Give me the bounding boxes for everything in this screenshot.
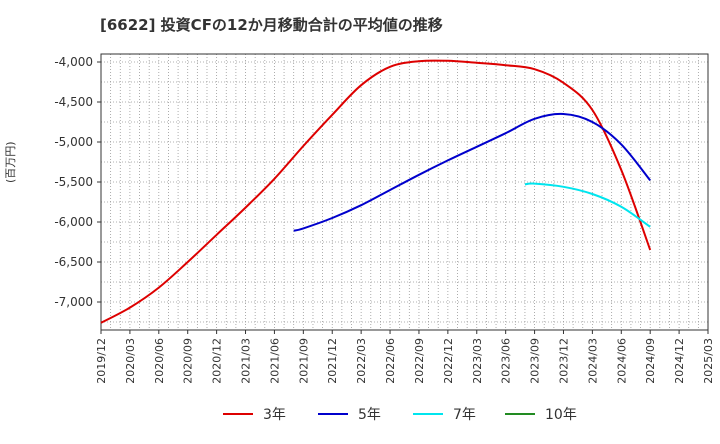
x-tick-label: 2021/12: [326, 338, 339, 384]
series-line-2: [293, 112, 651, 232]
y-tick-label: -4,000: [54, 55, 93, 69]
x-tick-label: 2021/09: [297, 338, 310, 384]
x-tick-label: 2022/09: [413, 338, 426, 384]
y-tick-label: -6,000: [54, 215, 93, 229]
x-tick-label: 2024/09: [644, 338, 657, 384]
x-tick-label: 2020/09: [182, 338, 195, 384]
legend-label: 3年: [263, 407, 286, 423]
x-tick-label: 2023/03: [471, 338, 484, 384]
x-tick-label: 2023/06: [500, 338, 513, 384]
plot-frame: [100, 53, 709, 331]
legend-label: 7年: [453, 407, 476, 423]
x-tick-label: 2023/09: [529, 338, 542, 384]
x-tick-label: 2025/03: [702, 338, 715, 384]
x-tick-label: 2020/03: [124, 338, 137, 384]
series-layer: [100, 59, 652, 324]
x-tick-label: 2024/03: [586, 338, 599, 384]
x-tick-label: 2021/06: [268, 338, 281, 384]
x-tick-label: 2021/03: [240, 338, 253, 384]
series-line-3: [524, 182, 651, 228]
x-tick-label: 2024/06: [615, 338, 628, 384]
axes: -4,000 -4,500 -5,000 -5,500 -6,000 -6,500 -7,0…: [54, 53, 715, 384]
y-axis-label: (百万円): [4, 141, 17, 183]
x-tick-label: 2020/06: [153, 338, 166, 384]
x-tick-label: 2024/12: [673, 338, 686, 384]
x-tick-label: 2022/12: [442, 338, 455, 384]
x-tick-label: 2022/03: [355, 338, 368, 384]
x-tick-label: 2019/12: [95, 338, 108, 384]
x-tick-label: 2023/12: [557, 338, 570, 384]
grid: [101, 54, 708, 330]
y-tick-label: -7,000: [54, 295, 93, 309]
series-line-1: [100, 59, 652, 324]
y-tick-label: -6,500: [54, 255, 93, 269]
y-tick-label: -5,000: [54, 135, 93, 149]
chart-title: [6622] 投資CFの12か月移動合計の平均値の推移: [100, 16, 443, 34]
x-tick-label: 2022/06: [384, 338, 397, 384]
legend-label: 5年: [358, 407, 381, 423]
legend: 3年 5年 7年 10年: [223, 407, 577, 423]
x-tick-label: 2020/12: [211, 338, 224, 384]
y-tick-label: -4,500: [54, 95, 93, 109]
legend-label: 10年: [545, 407, 577, 423]
y-tick-label: -5,500: [54, 175, 93, 189]
